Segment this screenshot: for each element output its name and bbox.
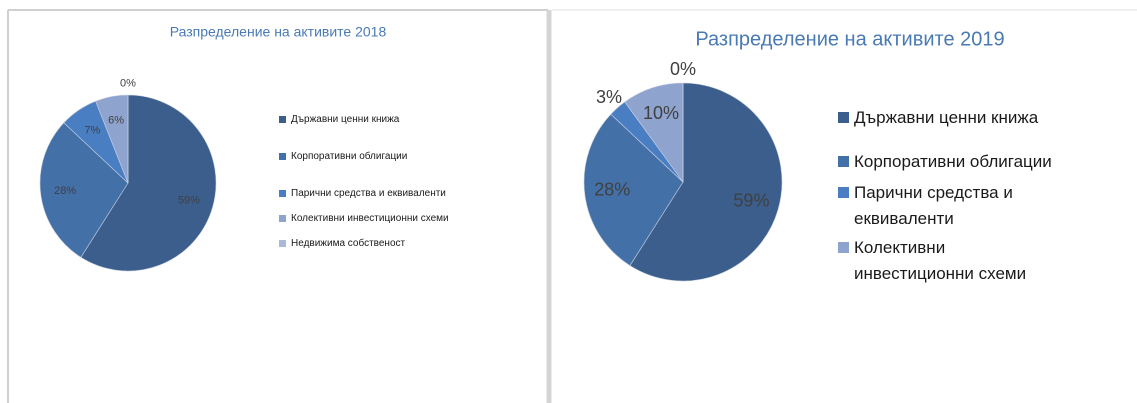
legend-label: Държавни ценни книжа	[854, 108, 1039, 127]
legend-swatch	[838, 155, 849, 167]
data-label: 3%	[596, 87, 622, 107]
legend-label: Парични средства и еквиваленти	[291, 188, 446, 199]
legend-item: Държавни ценни книжа	[279, 112, 459, 127]
pie-slice	[583, 113, 684, 267]
data-label: 59%	[733, 191, 769, 211]
data-label: 10%	[643, 103, 679, 123]
legend-swatch	[279, 190, 286, 197]
data-label: 28%	[54, 185, 76, 197]
legend-swatch	[279, 116, 286, 123]
legend-item: Корпоративни облигации	[838, 149, 1058, 175]
pie-slice	[80, 94, 217, 272]
legend-item: Корпоративни облигации	[279, 149, 459, 164]
data-label: 28%	[594, 180, 630, 200]
legend-label: Корпоративни облигации	[291, 151, 408, 162]
data-label: 59%	[178, 195, 200, 207]
chart-title: Разпределение на активите 2019	[695, 28, 1004, 50]
legend-item: Недвижима собственост	[279, 236, 459, 251]
data-label: 7%	[84, 125, 100, 137]
legend-swatch	[838, 242, 849, 254]
legend: Държавни ценни книжа Корпоративни облигац…	[838, 105, 1058, 290]
legend-item: Колективни инвестиционни схеми	[838, 235, 1058, 286]
legend-swatch	[279, 153, 286, 160]
legend-item: Парични средства и еквиваленти	[279, 186, 459, 201]
legend-label: Колективни инвестиционни схеми	[291, 213, 449, 224]
pie-slice	[39, 122, 129, 258]
legend-item: Колективни инвестиционни схеми	[279, 211, 459, 226]
legend: Държавни ценни книжа Корпоративни облигац…	[279, 112, 459, 261]
chart-title: Разпределение на активите 2018	[170, 24, 387, 40]
legend-label: Парични средства и еквиваленти	[854, 183, 1013, 228]
legend-swatch	[838, 112, 849, 124]
data-label: 6%	[108, 115, 124, 127]
legend-swatch	[279, 240, 286, 247]
data-label: 0%	[670, 59, 696, 79]
legend-label: Корпоративни облигации	[854, 151, 1052, 171]
legend-item: Парични средства и еквиваленти	[838, 180, 1058, 231]
legend-swatch	[279, 215, 286, 222]
legend-item: Държавни ценни книжа	[838, 105, 1058, 131]
legend-label: Колективни инвестиционни схеми	[854, 238, 1027, 283]
legend-swatch	[838, 187, 849, 199]
legend-label: Недвижима собственост	[291, 238, 406, 249]
legend-label: Държавни ценни книжа	[291, 114, 400, 125]
data-label: 0%	[120, 77, 136, 89]
pie-slice	[629, 82, 783, 282]
